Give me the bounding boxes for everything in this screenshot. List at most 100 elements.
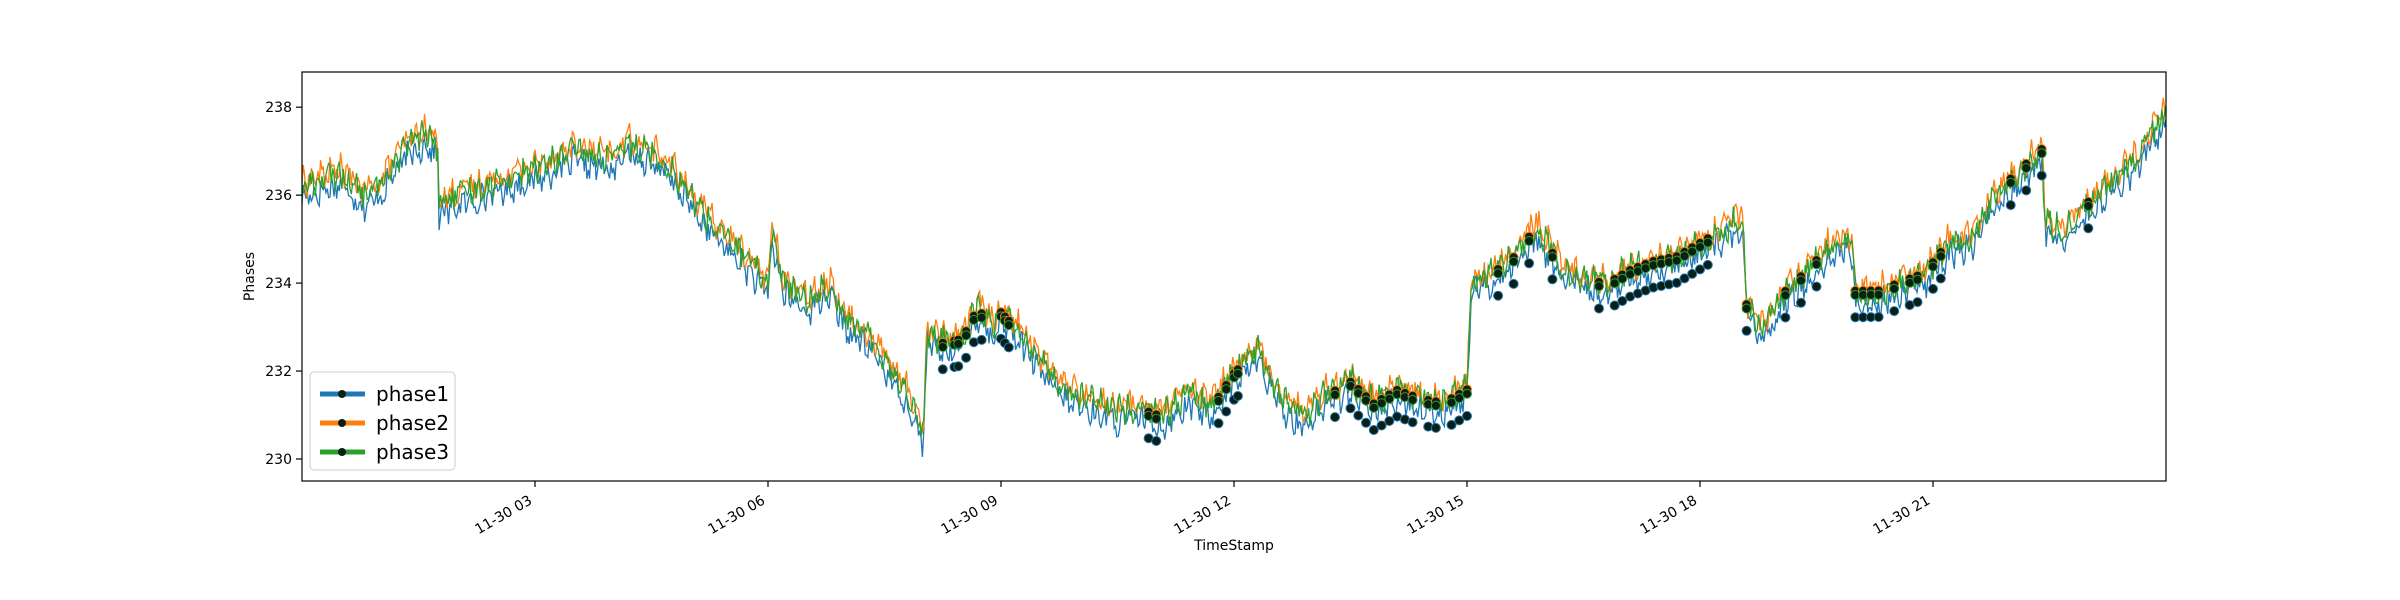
y-axis-label: Phases <box>242 252 258 301</box>
x-axis-label: TimeStamp <box>1193 538 1274 554</box>
marker-phase3 <box>1609 278 1620 289</box>
y-tick-label: 234 <box>265 276 292 292</box>
legend-marker-phase1 <box>338 390 346 398</box>
marker-phase1 <box>1430 422 1441 433</box>
marker-phase3 <box>1368 402 1379 413</box>
marker-phase3 <box>1232 368 1243 379</box>
marker-phase3 <box>1430 400 1441 411</box>
marker-phase1 <box>1617 296 1628 306</box>
marker-phase1 <box>1935 273 1946 284</box>
marker-phase1 <box>2005 200 2016 211</box>
marker-phase1 <box>2083 223 2094 234</box>
marker-phase3 <box>1671 255 1682 266</box>
marker-phase1 <box>953 361 964 372</box>
marker-phase3 <box>2021 163 2032 174</box>
legend-marker-phase2 <box>338 419 346 427</box>
marker-phase3 <box>2036 148 2047 159</box>
marker-phase3 <box>1330 389 1340 400</box>
marker-phase1 <box>1213 418 1224 429</box>
marker-phase3 <box>1493 268 1504 279</box>
marker-phase1 <box>1671 277 1682 288</box>
marker-phase1 <box>1221 406 1232 417</box>
marker-phase1 <box>1796 297 1806 308</box>
marker-phase3 <box>1889 283 1900 294</box>
marker-phase1 <box>1695 264 1705 275</box>
marker-phase1 <box>1679 273 1690 284</box>
marker-phase1 <box>1508 278 1519 289</box>
marker-phase1 <box>1741 325 1752 336</box>
marker-phase3 <box>1935 251 1946 262</box>
y-tick-label: 232 <box>265 364 292 380</box>
marker-phase3 <box>1811 259 1822 270</box>
marker-phase3 <box>1679 251 1690 262</box>
marker-phase3 <box>953 338 964 349</box>
marker-phase1 <box>1454 415 1465 426</box>
marker-phase3 <box>1617 273 1628 284</box>
marker-phase1 <box>1384 416 1395 426</box>
marker-phase1 <box>1873 312 1884 322</box>
marker-phase1 <box>1345 403 1356 414</box>
marker-phase1 <box>1702 259 1713 270</box>
marker-layer <box>937 144 2094 446</box>
marker-phase1 <box>2021 185 2032 196</box>
marker-phase3 <box>1547 252 1558 262</box>
marker-phase1 <box>1594 303 1604 314</box>
marker-phase1 <box>1493 290 1504 301</box>
marker-phase1 <box>1376 420 1387 431</box>
marker-phase3 <box>1687 246 1698 257</box>
legend-label-phase1: phase1 <box>376 382 449 406</box>
marker-phase3 <box>2005 177 2016 188</box>
y-tick-label: 238 <box>265 100 292 116</box>
marker-phase1 <box>2036 170 2047 181</box>
marker-phase1 <box>976 334 987 345</box>
y-tick-label: 236 <box>265 188 292 204</box>
marker-phase1 <box>1462 411 1472 421</box>
marker-phase3 <box>1151 413 1162 424</box>
marker-phase1 <box>1889 306 1900 317</box>
legend-label-phase3: phase3 <box>376 440 449 464</box>
marker-phase3 <box>1912 274 1923 285</box>
marker-phase1 <box>1003 342 1014 353</box>
marker-phase1 <box>1232 391 1243 401</box>
marker-phase3 <box>1454 393 1465 404</box>
marker-phase3 <box>961 330 972 341</box>
y-axis-ticks: 230 232 234 236 238 <box>265 100 302 468</box>
marker-phase3 <box>1780 290 1791 301</box>
marker-phase3 <box>937 342 948 352</box>
marker-phase3 <box>1524 236 1535 246</box>
legend-marker-phase3 <box>338 448 346 456</box>
marker-phase3 <box>1873 289 1884 300</box>
marker-phase1 <box>1687 268 1698 279</box>
marker-phase1 <box>1811 281 1822 292</box>
marker-phase1 <box>1361 417 1371 428</box>
marker-phase1 <box>937 364 948 375</box>
marker-phase3 <box>1928 261 1938 272</box>
marker-phase3 <box>976 312 987 323</box>
marker-phase3 <box>1446 397 1457 408</box>
marker-phase3 <box>1594 281 1604 292</box>
marker-phase3 <box>1508 256 1519 267</box>
marker-phase1 <box>1547 274 1558 285</box>
marker-phase3 <box>1384 393 1395 404</box>
legend-label-phase2: phase2 <box>376 411 449 435</box>
marker-phase1 <box>1928 283 1938 294</box>
marker-phase1 <box>1151 436 1162 446</box>
y-tick-label: 230 <box>265 452 292 468</box>
marker-phase1 <box>1780 312 1791 323</box>
marker-phase3 <box>1796 275 1806 286</box>
marker-phase1 <box>1524 258 1535 269</box>
marker-phase1 <box>1330 412 1340 423</box>
marker-phase3 <box>1695 242 1705 253</box>
marker-phase3 <box>2083 201 2094 211</box>
marker-phase1 <box>1912 297 1923 308</box>
marker-phase3 <box>1741 303 1752 314</box>
marker-phase3 <box>1221 384 1232 395</box>
marker-phase1 <box>1353 410 1364 421</box>
marker-phase1 <box>1609 300 1620 311</box>
marker-phase3 <box>1702 237 1713 248</box>
marker-phase1 <box>1407 417 1418 428</box>
marker-phase1 <box>1446 419 1457 430</box>
marker-phase1 <box>961 352 972 363</box>
